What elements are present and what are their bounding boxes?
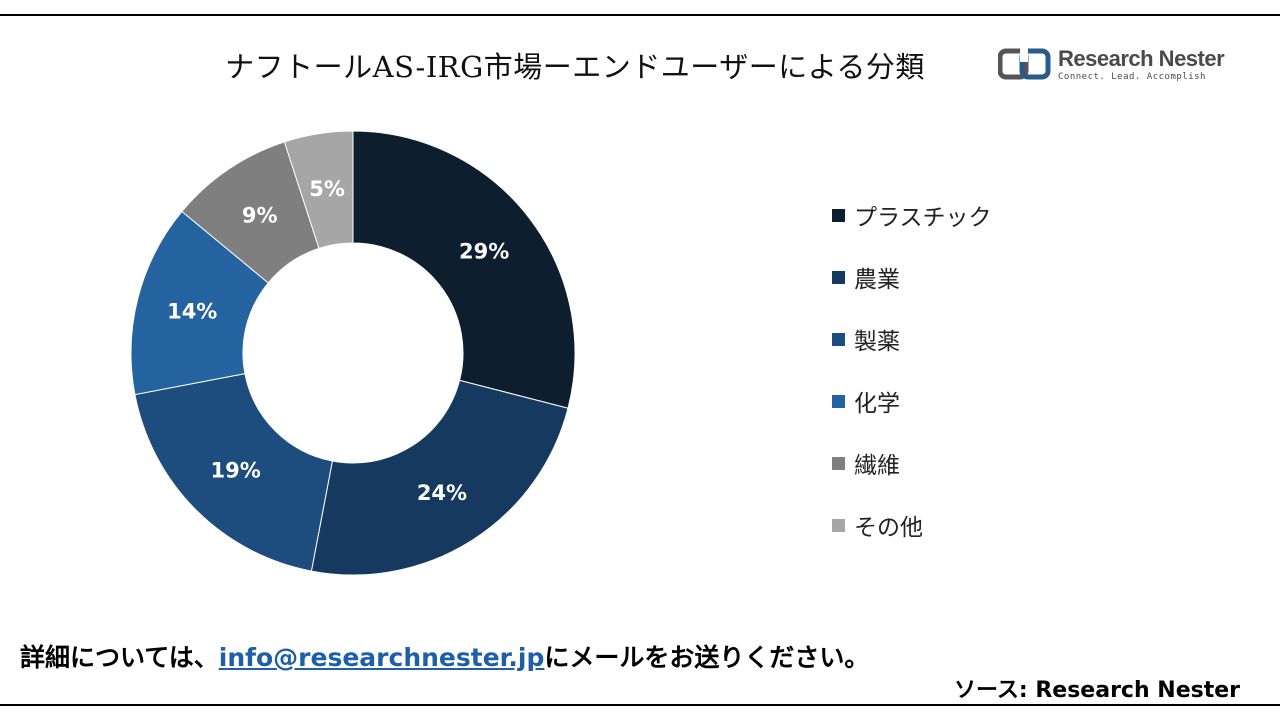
chart-legend: プラスチック 農業製薬化学繊維その他: [832, 184, 992, 556]
donut-slice: [310, 379, 569, 576]
legend-label: プラスチック: [854, 205, 992, 231]
legend-swatch: [832, 332, 845, 346]
slice-data-label: 5%: [309, 177, 345, 201]
legend-swatch: [832, 518, 845, 532]
slice-data-label: 14%: [167, 300, 217, 324]
legend-swatch: [832, 456, 845, 470]
bottom-border: [0, 704, 1280, 706]
footer-prefix: 詳細については、: [20, 643, 219, 672]
donut-slice: [283, 130, 354, 250]
legend-swatch: [832, 208, 845, 222]
slice-data-label: 24%: [417, 481, 467, 505]
source-credit: ソース: Research Nester: [953, 678, 1240, 703]
email-link[interactable]: info@researchnester.jp: [218, 643, 545, 672]
legend-swatch: [832, 394, 845, 408]
research-nester-logo: Research Nester Connect. Lead. Accomplis…: [998, 44, 1238, 88]
logo-mark-icon: [998, 48, 1051, 80]
top-border: [0, 14, 1280, 16]
donut-slice: [352, 130, 576, 409]
donut-slice: [134, 373, 333, 572]
legend-label: 繊維: [854, 453, 900, 479]
footer-note: 詳細については、info@researchnester.jpにメールをお送りくだ…: [20, 638, 869, 674]
legend-label: 製薬: [854, 329, 900, 355]
slice-data-label: 29%: [459, 239, 509, 263]
legend-label: 農業: [854, 267, 900, 293]
slice-data-label: 9%: [242, 204, 278, 228]
logo-name: Research Nester: [1058, 46, 1225, 71]
logo-tagline: Connect. Lead. Accomplish: [1058, 72, 1206, 82]
legend-item: 繊維: [832, 432, 992, 494]
footer-suffix: にメールをお送りください。: [544, 643, 870, 672]
legend-item: 化学: [832, 370, 992, 432]
legend-label: その他: [854, 515, 923, 541]
legend-item: プラスチック: [832, 184, 992, 246]
legend-item: 農業: [832, 246, 992, 308]
chart-title: ナフトールAS-IRG市場ーエンドユーザーによる分類: [225, 50, 925, 84]
donut-chart: 29% 24% 19% 14% 9% 5%: [130, 130, 576, 576]
slice-data-label: 19%: [210, 458, 260, 482]
legend-swatch: [832, 270, 845, 284]
legend-item: 製薬: [832, 308, 992, 370]
legend-item: その他: [832, 494, 992, 556]
legend-label: 化学: [854, 391, 900, 417]
